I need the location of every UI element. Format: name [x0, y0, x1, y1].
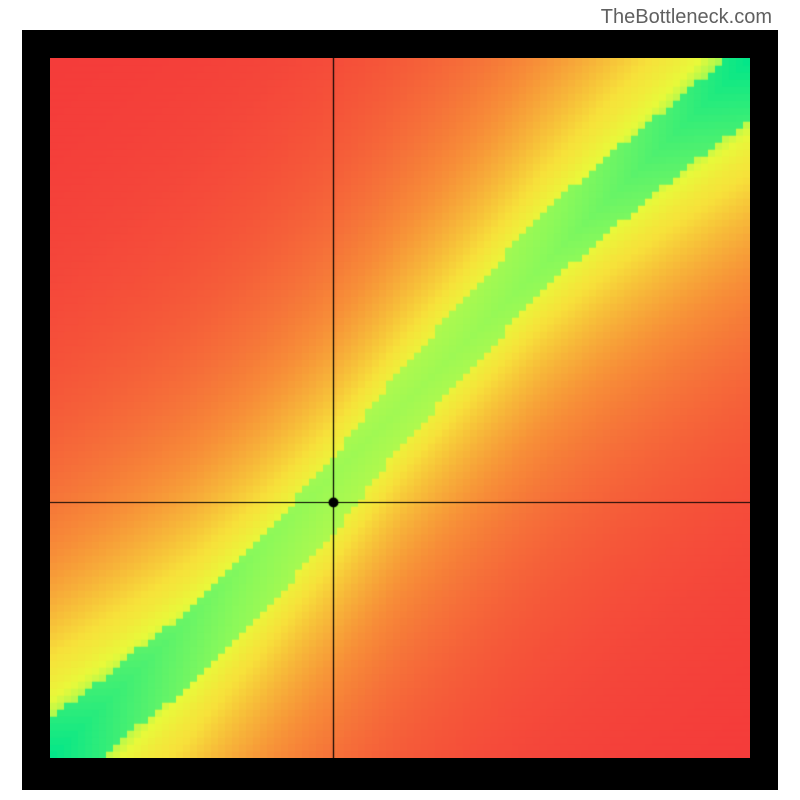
- bottleneck-heatmap: [50, 58, 750, 758]
- chart-frame: [22, 30, 778, 790]
- chart-container: TheBottleneck.com: [0, 0, 800, 800]
- attribution-text: TheBottleneck.com: [601, 6, 772, 29]
